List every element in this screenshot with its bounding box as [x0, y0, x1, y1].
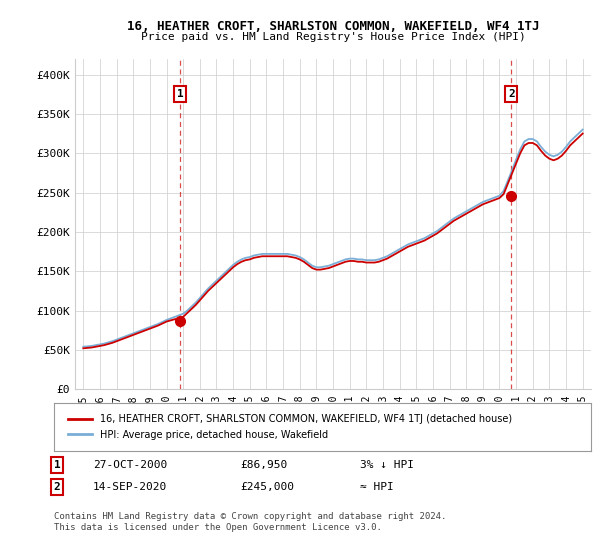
Legend: 16, HEATHER CROFT, SHARLSTON COMMON, WAKEFIELD, WF4 1TJ (detached house), HPI: A: 16, HEATHER CROFT, SHARLSTON COMMON, WAK…: [64, 410, 516, 444]
Text: 3% ↓ HPI: 3% ↓ HPI: [360, 460, 414, 470]
Text: Price paid vs. HM Land Registry's House Price Index (HPI): Price paid vs. HM Land Registry's House …: [140, 32, 526, 43]
Text: 2: 2: [508, 89, 515, 99]
Text: ≈ HPI: ≈ HPI: [360, 482, 394, 492]
Text: Contains HM Land Registry data © Crown copyright and database right 2024.
This d: Contains HM Land Registry data © Crown c…: [54, 512, 446, 532]
Text: £245,000: £245,000: [240, 482, 294, 492]
Text: 1: 1: [53, 460, 61, 470]
Text: 27-OCT-2000: 27-OCT-2000: [93, 460, 167, 470]
Text: 16, HEATHER CROFT, SHARLSTON COMMON, WAKEFIELD, WF4 1TJ: 16, HEATHER CROFT, SHARLSTON COMMON, WAK…: [127, 20, 539, 32]
Text: 14-SEP-2020: 14-SEP-2020: [93, 482, 167, 492]
Text: £86,950: £86,950: [240, 460, 287, 470]
Text: 1: 1: [177, 89, 184, 99]
Text: 2: 2: [53, 482, 61, 492]
